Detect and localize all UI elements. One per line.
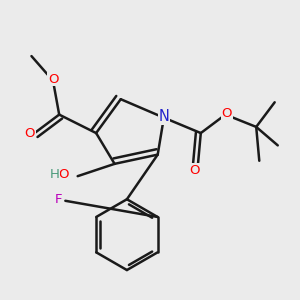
Text: O: O — [48, 73, 58, 86]
Text: O: O — [222, 106, 232, 120]
Text: O: O — [189, 164, 200, 176]
Text: O: O — [58, 168, 69, 181]
Text: O: O — [25, 127, 35, 140]
Text: H: H — [50, 168, 59, 181]
Text: F: F — [55, 193, 62, 206]
Text: N: N — [158, 109, 169, 124]
